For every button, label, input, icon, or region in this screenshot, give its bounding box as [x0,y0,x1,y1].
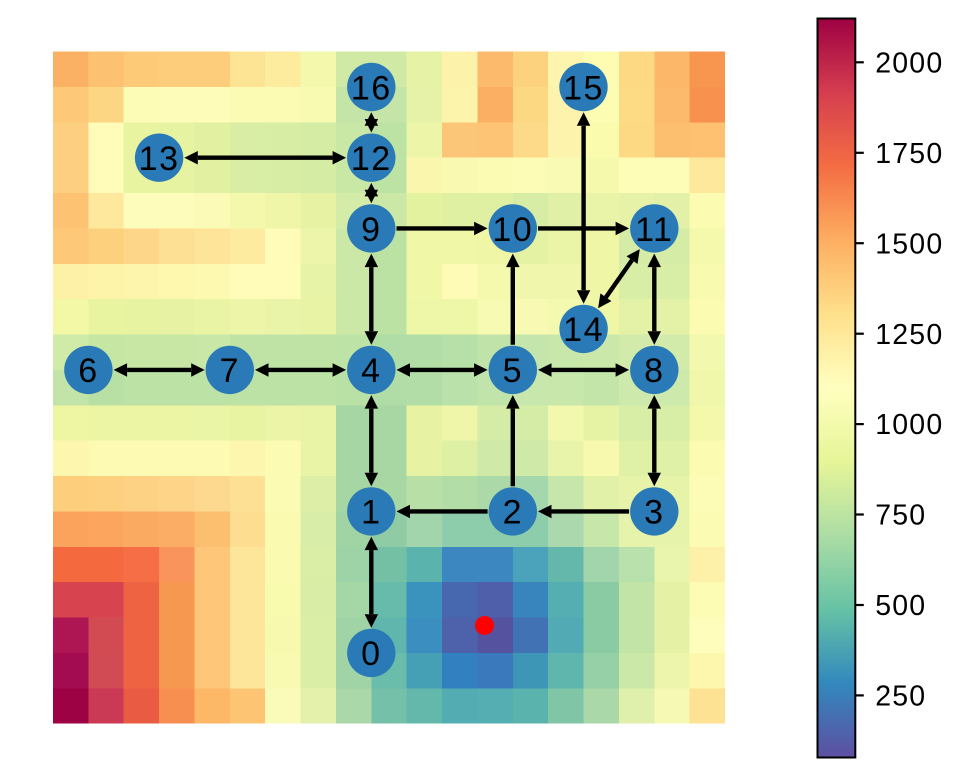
svg-text:1: 1 [361,494,381,532]
svg-text:10: 10 [492,211,533,249]
svg-text:7: 7 [220,352,240,390]
svg-text:1000: 1000 [875,409,943,441]
svg-text:500: 500 [875,590,926,622]
svg-text:3: 3 [644,494,664,532]
svg-text:1750: 1750 [875,138,943,170]
svg-text:2: 2 [503,494,523,532]
svg-text:2000: 2000 [875,47,943,79]
svg-text:13: 13 [139,140,180,178]
svg-text:14: 14 [563,311,604,349]
svg-text:12: 12 [351,140,392,178]
svg-text:16: 16 [351,69,392,107]
svg-text:1500: 1500 [875,228,943,260]
svg-text:11: 11 [635,211,673,249]
svg-text:8: 8 [644,352,664,390]
svg-text:4: 4 [361,352,381,390]
svg-text:250: 250 [875,681,926,713]
svg-text:6: 6 [78,352,98,390]
svg-text:0: 0 [361,635,381,673]
svg-text:5: 5 [503,352,523,390]
svg-text:9: 9 [361,211,381,249]
svg-text:1250: 1250 [875,319,943,351]
svg-text:750: 750 [875,500,926,532]
svg-text:15: 15 [563,69,604,107]
